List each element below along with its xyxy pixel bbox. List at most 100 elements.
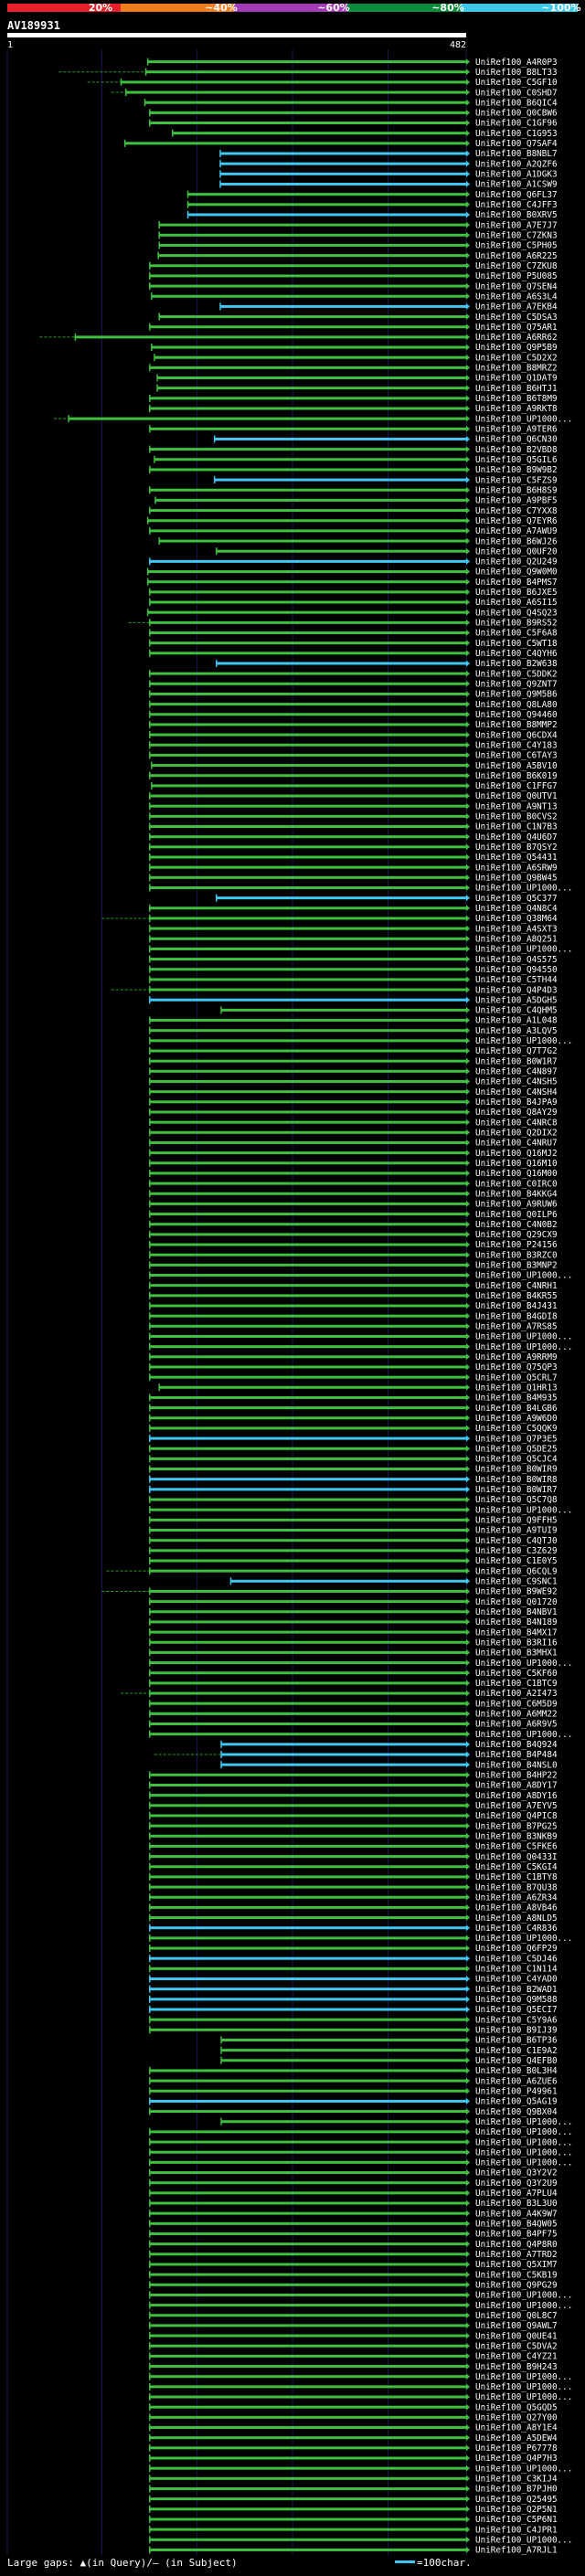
hit-label[interactable]: UniRef100_C3Z629 (475, 1546, 558, 1556)
hit-label[interactable]: UniRef100_A1DGK3 (475, 170, 558, 180)
hit-bar[interactable] (149, 2221, 467, 2225)
hit-label[interactable]: UniRef100_Q3Y2V2 (475, 2168, 558, 2178)
hit-label[interactable]: UniRef100_Q5C377 (475, 894, 558, 904)
hit-label[interactable]: UniRef100_B6QIC4 (475, 98, 558, 108)
hit-bar[interactable] (151, 294, 466, 298)
hit-bar[interactable] (149, 1885, 467, 1889)
hit-bar[interactable] (124, 142, 466, 145)
hit-label[interactable]: UniRef100_C3KIJ4 (475, 2475, 558, 2485)
hit-label[interactable]: UniRef100_Q5XIM7 (475, 2260, 558, 2270)
hit-bar[interactable] (149, 1814, 467, 1818)
hit-label[interactable]: UniRef100_Q0CBW6 (475, 109, 558, 119)
hit-bar[interactable] (149, 1998, 467, 2001)
hit-label[interactable]: UniRef100_C7ZKU8 (475, 261, 558, 271)
hit-label[interactable]: UniRef100_Q9ZNT7 (475, 679, 558, 689)
hit-bar[interactable] (149, 2405, 467, 2409)
hit-label[interactable]: UniRef100_A9NT13 (475, 801, 558, 811)
hit-bar[interactable] (149, 2293, 467, 2296)
hit-label[interactable]: UniRef100_Q7SAF4 (475, 139, 558, 149)
hit-bar[interactable] (149, 1498, 467, 1501)
hit-bar[interactable] (149, 917, 467, 920)
hit-label[interactable]: UniRef100_A8NLD5 (475, 1913, 558, 1924)
hit-label[interactable]: UniRef100_B7QSY2 (475, 843, 558, 853)
hit-bar[interactable] (68, 417, 466, 420)
hit-bar[interactable] (149, 2456, 467, 2460)
hit-bar[interactable] (158, 1385, 467, 1389)
hit-bar[interactable] (219, 304, 466, 308)
hit-label[interactable]: UniRef100_UP1000... (475, 1659, 572, 1669)
hit-bar[interactable] (149, 2324, 467, 2327)
hit-bar[interactable] (149, 1640, 467, 1644)
hit-bar[interactable] (149, 1447, 467, 1450)
hit-label[interactable]: UniRef100_Q9W0M0 (475, 567, 558, 578)
hit-bar[interactable] (149, 1355, 467, 1359)
hit-label[interactable]: UniRef100_C5GF10 (475, 78, 558, 88)
hit-label[interactable]: UniRef100_A6MM22 (475, 1710, 558, 1720)
hit-label[interactable]: UniRef100_Q4PIC8 (475, 1811, 558, 1821)
hit-bar[interactable] (149, 743, 467, 747)
hit-bar[interactable] (149, 1069, 467, 1073)
hit-bar[interactable] (149, 366, 467, 369)
hit-bar[interactable] (149, 753, 467, 757)
hit-bar[interactable] (149, 1529, 467, 1532)
hit-label[interactable]: UniRef100_UP1000... (475, 2147, 572, 2157)
hit-label[interactable]: UniRef100_B7PJH0 (475, 2485, 558, 2495)
hit-label[interactable]: UniRef100_Q16M00 (475, 1169, 558, 1179)
hit-label[interactable]: UniRef100_B4KR55 (475, 1291, 558, 1301)
hit-bar[interactable] (149, 1671, 467, 1675)
hit-label[interactable]: UniRef100_UP1000... (475, 945, 572, 955)
hit-bar[interactable] (149, 274, 467, 278)
hit-label[interactable]: UniRef100_B6HTJ1 (475, 384, 558, 394)
hit-label[interactable]: UniRef100_A7RJL1 (475, 2546, 558, 2556)
hit-bar[interactable] (151, 764, 466, 768)
hit-label[interactable]: UniRef100_C5D2X2 (475, 353, 558, 363)
hit-label[interactable]: UniRef100_A7RS85 (475, 1322, 558, 1332)
hit-label[interactable]: UniRef100_Q2P5N1 (475, 2505, 558, 2515)
hit-label[interactable]: UniRef100_B4KKG4 (475, 1189, 558, 1199)
hit-bar[interactable] (149, 2395, 467, 2399)
hit-label[interactable]: UniRef100_C5FKE6 (475, 1842, 558, 1852)
hit-bar[interactable] (149, 2089, 467, 2093)
hit-bar[interactable] (149, 1589, 467, 1593)
hit-bar[interactable] (149, 1865, 467, 1869)
hit-bar[interactable] (147, 519, 466, 523)
hit-bar[interactable] (149, 325, 467, 329)
hit-label[interactable]: UniRef100_C6TAY3 (475, 751, 558, 761)
hit-label[interactable]: UniRef100_Q4P8R0 (475, 2240, 558, 2250)
hit-label[interactable]: UniRef100_C1N7B3 (475, 822, 558, 832)
hit-label[interactable]: UniRef100_C5FZS9 (475, 475, 558, 485)
hit-label[interactable]: UniRef100_P24156 (475, 1240, 558, 1250)
hit-bar[interactable] (149, 641, 467, 645)
hit-label[interactable]: UniRef100_A9TER6 (475, 425, 558, 435)
hit-bar[interactable] (149, 1090, 467, 1094)
hit-bar[interactable] (149, 1019, 467, 1023)
hit-label[interactable]: UniRef100_C4N0B2 (475, 1220, 558, 1230)
hit-label[interactable]: UniRef100_B0WIR7 (475, 1485, 558, 1495)
hit-label[interactable]: UniRef100_C5DSA3 (475, 313, 558, 323)
hit-bar[interactable] (149, 988, 467, 991)
hit-label[interactable]: UniRef100_B0W1R7 (475, 1056, 558, 1066)
hit-label[interactable]: UniRef100_UP1000... (475, 1036, 572, 1046)
hit-bar[interactable] (149, 1130, 467, 1134)
hit-bar[interactable] (149, 1375, 467, 1379)
hit-label[interactable]: UniRef100_C1GF96 (475, 119, 558, 129)
hit-bar[interactable] (149, 407, 467, 410)
hit-bar[interactable] (149, 284, 467, 288)
hit-label[interactable]: UniRef100_C5WT18 (475, 639, 558, 649)
hit-bar[interactable] (149, 2099, 467, 2103)
hit-bar[interactable] (149, 1406, 467, 1410)
hit-bar[interactable] (219, 152, 466, 155)
hit-bar[interactable] (151, 345, 466, 349)
hit-bar[interactable] (149, 978, 467, 981)
hit-label[interactable]: UniRef100_Q2U249 (475, 557, 558, 567)
hit-label[interactable]: UniRef100_Q16MJ2 (475, 1149, 558, 1159)
hit-label[interactable]: UniRef100_B4Q924 (475, 1740, 558, 1750)
hit-label[interactable]: UniRef100_B3MNP2 (475, 1261, 558, 1271)
hit-bar[interactable] (149, 1334, 467, 1338)
hit-bar[interactable] (149, 1956, 467, 1960)
hit-label[interactable]: UniRef100_A8DY17 (475, 1781, 558, 1791)
hit-bar[interactable] (121, 80, 466, 84)
hit-label[interactable]: UniRef100_A8DY16 (475, 1791, 558, 1801)
hit-label[interactable]: UniRef100_B0WIR8 (475, 1475, 558, 1485)
hit-label[interactable]: UniRef100_Q5AG19 (475, 2097, 558, 2107)
